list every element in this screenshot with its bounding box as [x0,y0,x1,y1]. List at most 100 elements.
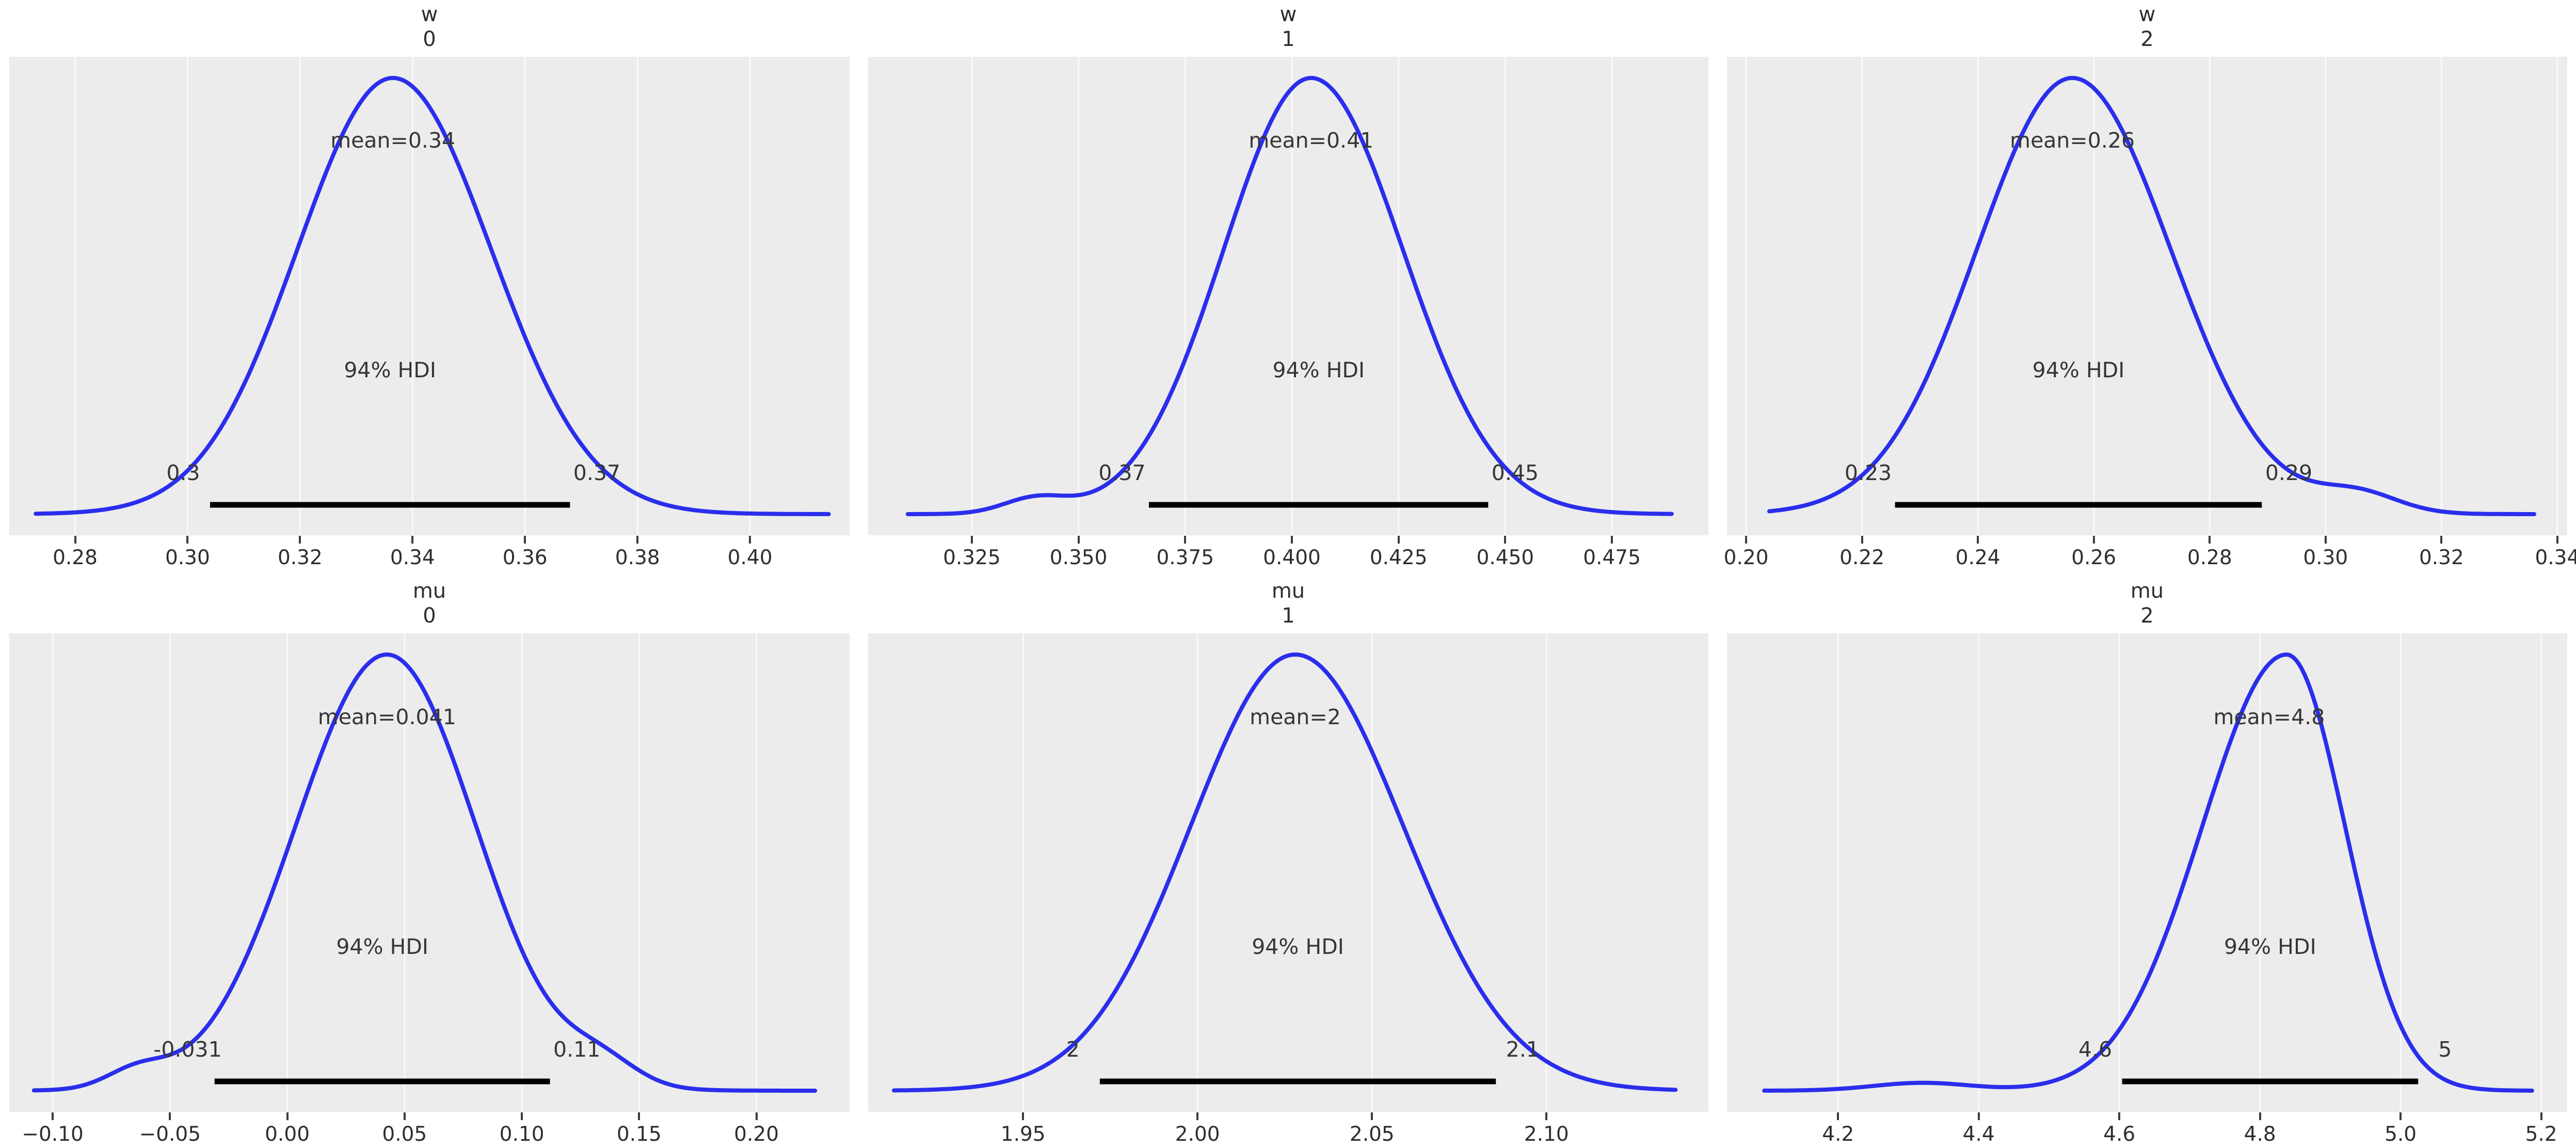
kde-panel: mean=4.8 94% HDI 4.6 5 [1727,633,2567,1112]
hdi-label: 94% HDI [2224,934,2316,959]
x-tick-mark [2324,536,2327,544]
panel-title: mu 2 [1727,579,2567,628]
x-tick-label: 0.20 [734,1123,779,1146]
x-tick-mark [2556,536,2558,544]
x-tick-label: 0.36 [502,546,548,569]
x-tick-label: 1.95 [1000,1123,1046,1146]
x-tick-mark [1545,1112,1548,1120]
kde-panel: mean=0.41 94% HDI 0.37 0.45 [868,57,1708,535]
mean-label: mean=4.8 [2213,705,2325,729]
posterior-panel-w0: w 0 mean=0.34 94% HDI 0.3 0.37 0.28 0.30 0… [9,0,850,571]
x-tick-mark [186,536,189,544]
mean-label: mean=0.41 [1249,128,1374,153]
hdi-upper-label: 5 [2438,1037,2452,1062]
x-tick-label: 0.38 [615,546,660,569]
x-tick-label: 0.450 [1476,546,1534,569]
kde-curve-svg [31,633,818,1112]
hdi-upper-label: 0.45 [1491,460,1539,485]
x-tick-label: 0.28 [2187,546,2232,569]
panel-title-var: w [421,3,438,26]
x-axis: 4.2 4.4 4.6 4.8 5.0 5.2 [1727,1112,2567,1148]
x-tick-mark [299,536,301,544]
x-tick-mark [74,536,76,544]
hdi-lower-label: 0.3 [166,460,200,485]
panel-title-var: w [2138,3,2156,26]
hdi-lower-label: 2 [1066,1037,1080,1062]
x-tick-label: 0.400 [1263,546,1321,569]
x-tick-label: 0.40 [727,546,773,569]
x-tick-label: 0.375 [1156,546,1214,569]
hdi-upper-label: 0.11 [553,1037,601,1062]
x-tick-mark [1977,1112,1980,1120]
kde-curve [1767,76,2536,516]
mean-label: mean=2 [1250,705,1341,729]
kde-curve-svg [1762,633,2542,1112]
x-axis: 0.28 0.30 0.32 0.34 0.36 0.38 0.40 [9,535,850,571]
panel-title: mu 0 [9,579,850,628]
x-tick-mark [970,536,973,544]
kde-curve [1762,652,2534,1093]
kde-curve-svg [905,57,1674,535]
x-tick-label: 0.350 [1049,546,1108,569]
x-tick-label: 5.2 [2525,1123,2557,1146]
x-tick-mark [1745,536,1748,544]
x-axis: 1.95 2.00 2.05 2.10 [868,1112,1708,1148]
x-tick-label: 0.24 [1955,546,2001,569]
panel-title-index: 1 [1282,27,1295,51]
x-tick-label: 0.475 [1583,546,1641,569]
x-tick-mark [1611,536,1613,544]
x-axis: −0.10 −0.05 0.00 0.05 0.10 0.15 0.20 [9,1112,850,1148]
kde-curve-svg [1745,57,2558,535]
panel-title-index: 2 [2140,604,2154,628]
kde-curve-svg [34,57,831,535]
mean-label: mean=0.26 [2010,128,2135,153]
x-tick-mark [286,1112,289,1120]
x-tick-label: 0.30 [165,546,210,569]
x-tick-label: 5.0 [2385,1123,2417,1146]
x-tick-label: 0.22 [1839,546,1885,569]
hdi-upper-label: 2.1 [1506,1037,1540,1062]
panel-title: w 0 [9,2,850,52]
x-tick-label: 0.26 [2071,546,2117,569]
panel-title: w 2 [1727,2,2567,52]
x-axis: 0.325 0.350 0.375 0.400 0.425 0.450 0.475 [868,535,1708,571]
x-tick-mark [1977,536,1979,544]
mean-label: mean=0.34 [330,128,456,153]
kde-panel: mean=2 94% HDI 2 2.1 [868,633,1708,1112]
x-tick-label: 0.325 [943,546,1001,569]
kde-panel: mean=0.041 94% HDI -0.031 0.11 [9,633,850,1112]
x-tick-mark [755,1112,758,1120]
x-tick-mark [1371,1112,1373,1120]
x-tick-label: 4.4 [1962,1123,1995,1146]
x-tick-mark [749,536,751,544]
panel-title-index: 2 [2140,27,2154,51]
panel-title-var: mu [412,579,446,603]
kde-curve [31,652,818,1093]
x-tick-label: 0.20 [1723,546,1769,569]
hdi-label: 94% HDI [1252,934,1344,959]
x-tick-mark [1837,1112,1839,1120]
hdi-label: 94% HDI [336,934,428,959]
hdi-label: 94% HDI [2032,358,2125,382]
posterior-panel-mu1: mu 1 mean=2 94% HDI 2 2.1 1.95 2.00 2.05 2.… [868,577,1708,1148]
x-tick-mark [1861,536,1863,544]
panel-title-index: 0 [423,604,436,628]
x-axis: 0.20 0.22 0.24 0.26 0.28 0.30 0.32 0.34 [1723,535,2576,571]
x-tick-label: 4.6 [2103,1123,2136,1146]
x-tick-label: −0.10 [22,1123,84,1146]
hdi-upper-label: 0.37 [573,460,621,485]
kde-curve [892,652,1678,1093]
posterior-panel-mu0: mu 0 mean=0.041 94% HDI -0.031 0.11 −0.1… [9,577,850,1148]
x-tick-mark [403,1112,406,1120]
x-tick-label: 0.10 [499,1123,545,1146]
x-tick-mark [1196,1112,1199,1120]
x-tick-label: 4.8 [2244,1123,2276,1146]
x-tick-mark [638,1112,641,1120]
x-tick-mark [1397,536,1400,544]
x-tick-label: 0.00 [265,1123,310,1146]
x-tick-mark [1022,1112,1025,1120]
x-tick-label: 0.15 [616,1123,662,1146]
x-tick-mark [2399,1112,2402,1120]
x-tick-mark [2540,1112,2542,1120]
